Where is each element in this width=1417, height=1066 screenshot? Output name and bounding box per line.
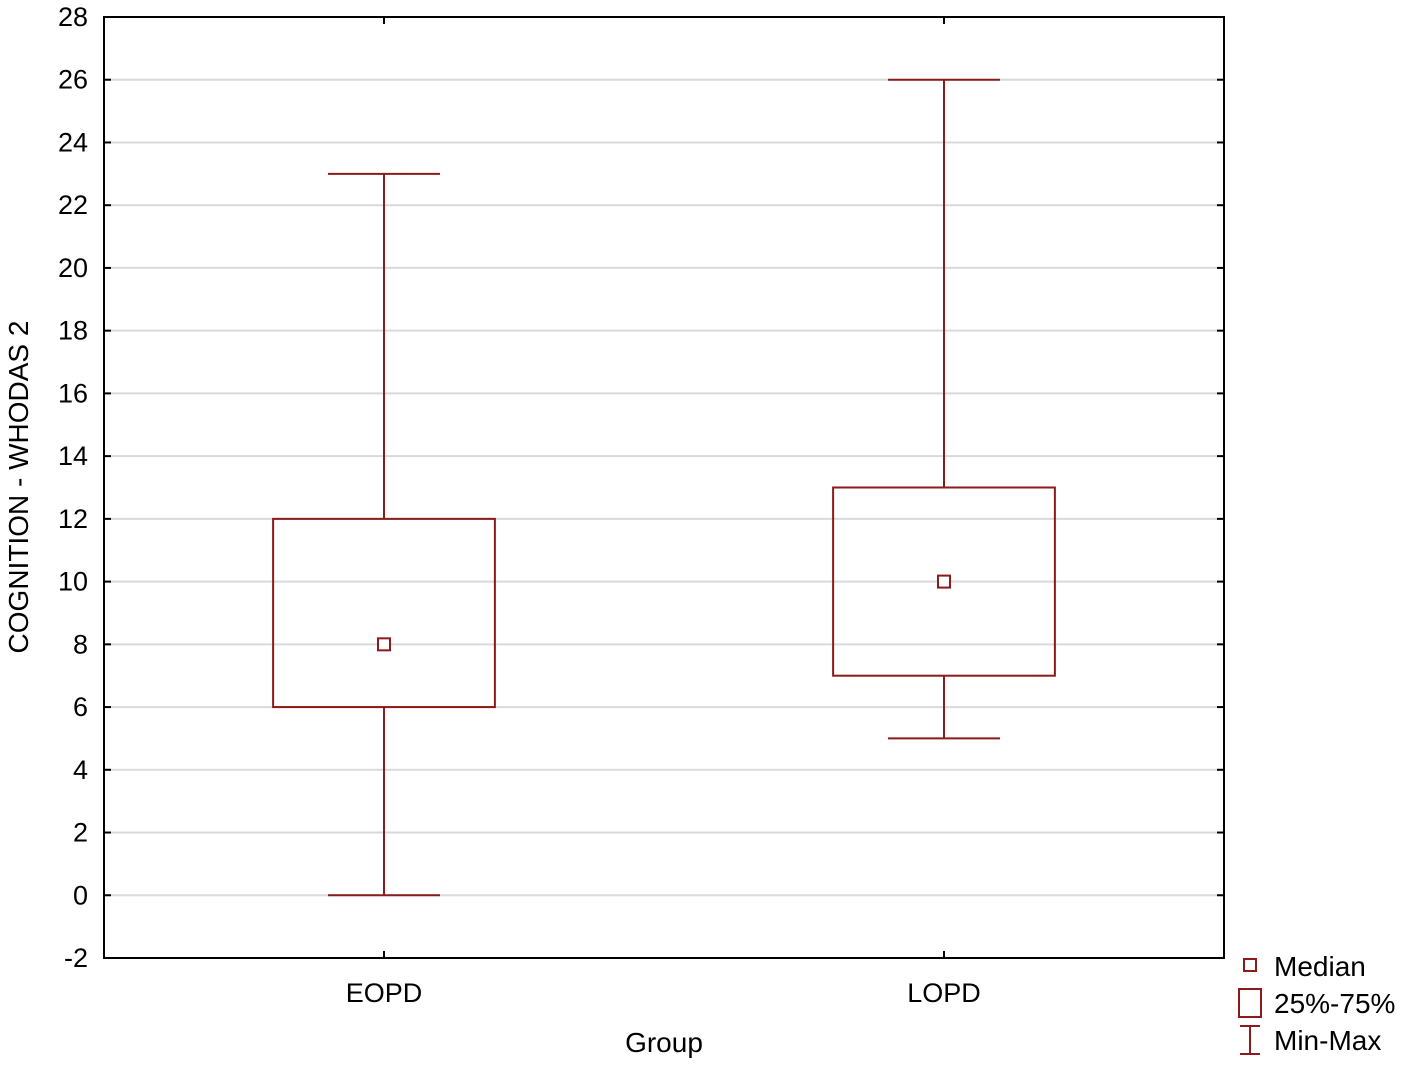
y-tick-label: 4 [73, 755, 88, 785]
y-tick-label: 26 [58, 65, 88, 95]
y-tick-label: 12 [58, 504, 88, 534]
y-tick-label: 22 [58, 190, 88, 220]
x-axis-title: Group [625, 1027, 703, 1058]
y-tick-label: 0 [73, 880, 88, 910]
x-category-label: EOPD [346, 978, 423, 1008]
y-tick-label: 2 [73, 818, 88, 848]
y-tick-label: 14 [58, 441, 88, 471]
median-marker [937, 574, 951, 589]
y-tick-label: 6 [73, 692, 88, 722]
iqr-box [832, 486, 1056, 677]
legend-label: Min-Max [1274, 1025, 1381, 1056]
gridlines [104, 78, 1224, 897]
legend: Median 25%-75% Min-Max [1238, 951, 1395, 1056]
y-tick-label: 8 [73, 629, 88, 659]
legend-label: Median [1274, 951, 1366, 982]
y-tick-label: 16 [58, 378, 88, 408]
legend-label: 25%-75% [1274, 988, 1395, 1019]
y-tick-label: 10 [58, 567, 88, 597]
legend-box-icon [1238, 988, 1262, 1018]
x-category-label: LOPD [907, 978, 981, 1008]
legend-median-icon [1243, 958, 1257, 972]
box-series [272, 78, 1056, 897]
y-tick-label: 28 [58, 2, 88, 32]
median-marker [377, 637, 391, 652]
y-tick-label: -2 [64, 943, 88, 973]
y-tick-label: 18 [58, 316, 88, 346]
y-axis-title: COGNITION - WHODAS 2 [3, 321, 34, 654]
iqr-box [272, 517, 496, 709]
y-tick-label: 24 [58, 127, 88, 157]
y-tick-label: 20 [58, 253, 88, 283]
plot-frame [103, 16, 1225, 959]
